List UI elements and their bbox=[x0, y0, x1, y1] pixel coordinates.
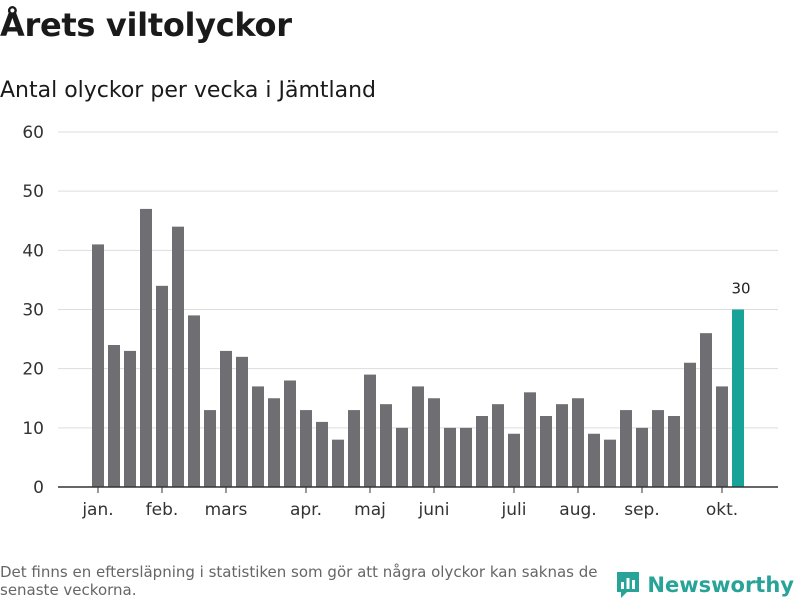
bar bbox=[684, 362, 696, 487]
bar bbox=[108, 345, 120, 487]
bar-chart: 0 10 20 30 40 50 60 30 jan. feb. mars apr. maj juni… bbox=[22, 123, 778, 520]
bar bbox=[188, 315, 200, 487]
bar bbox=[428, 398, 440, 487]
bar bbox=[668, 416, 680, 487]
bar bbox=[252, 386, 264, 487]
y-tick-label: 0 bbox=[33, 478, 44, 498]
newsworthy-brand[interactable]: Newsworthy bbox=[615, 570, 794, 600]
bar bbox=[204, 410, 216, 487]
bar bbox=[268, 398, 280, 487]
bar bbox=[636, 427, 648, 487]
bar bbox=[300, 410, 312, 487]
brand-name: Newsworthy bbox=[647, 573, 794, 597]
y-tick-label: 10 bbox=[22, 419, 44, 439]
chart-title: Årets viltolyckor bbox=[0, 6, 292, 44]
bar bbox=[236, 356, 248, 487]
bar bbox=[140, 208, 152, 487]
bar bbox=[700, 333, 712, 487]
bar bbox=[524, 392, 536, 487]
bar bbox=[508, 433, 520, 487]
bar bbox=[652, 410, 664, 487]
x-tick-label: juli bbox=[501, 500, 527, 520]
bar bbox=[540, 416, 552, 487]
y-axis-ticks: 0 10 20 30 40 50 60 bbox=[22, 123, 44, 498]
footnote: Det finns en eftersläpning i statistiken… bbox=[0, 563, 598, 599]
bar bbox=[492, 404, 504, 487]
bar bbox=[460, 427, 472, 487]
bar bbox=[556, 404, 568, 487]
x-tick-label: aug. bbox=[559, 500, 596, 520]
bar bbox=[380, 404, 392, 487]
y-tick-label: 20 bbox=[22, 360, 44, 380]
bar bbox=[332, 439, 344, 487]
bar bbox=[604, 439, 616, 487]
bars: 30 bbox=[92, 208, 751, 487]
bar bbox=[348, 410, 360, 487]
bar-data-label: 30 bbox=[731, 280, 750, 298]
y-tick-label: 60 bbox=[22, 123, 44, 143]
y-tick-label: 40 bbox=[22, 241, 44, 261]
bar bbox=[364, 374, 376, 487]
x-axis-ticks: jan. feb. mars apr. maj juni juli aug. sep. okt. bbox=[81, 487, 738, 520]
bar bbox=[316, 421, 328, 487]
y-tick-label: 30 bbox=[22, 301, 44, 321]
bar bbox=[172, 226, 184, 487]
bar bbox=[572, 398, 584, 487]
bar bbox=[716, 386, 728, 487]
bar bbox=[412, 386, 424, 487]
x-tick-label: feb. bbox=[146, 500, 179, 520]
x-tick-label: sep. bbox=[624, 500, 660, 520]
chart-subtitle: Antal olyckor per vecka i Jämtland bbox=[0, 78, 376, 103]
newsworthy-logo-icon bbox=[617, 572, 640, 598]
bar bbox=[156, 285, 168, 487]
bar bbox=[124, 350, 136, 487]
bar bbox=[396, 427, 408, 487]
x-tick-label: juni bbox=[418, 500, 450, 520]
x-tick-label: okt. bbox=[706, 500, 738, 520]
x-tick-label: apr. bbox=[290, 500, 322, 520]
bar bbox=[284, 380, 296, 487]
y-tick-label: 50 bbox=[22, 182, 44, 202]
bar bbox=[92, 244, 104, 487]
bar bbox=[620, 410, 632, 487]
bar bbox=[476, 416, 488, 487]
x-tick-label: maj bbox=[354, 500, 386, 520]
bar bbox=[588, 433, 600, 487]
x-tick-label: jan. bbox=[81, 500, 113, 520]
x-tick-label: mars bbox=[205, 500, 248, 520]
bar-highlight bbox=[732, 309, 744, 487]
bar bbox=[444, 427, 456, 487]
bar bbox=[220, 350, 232, 487]
